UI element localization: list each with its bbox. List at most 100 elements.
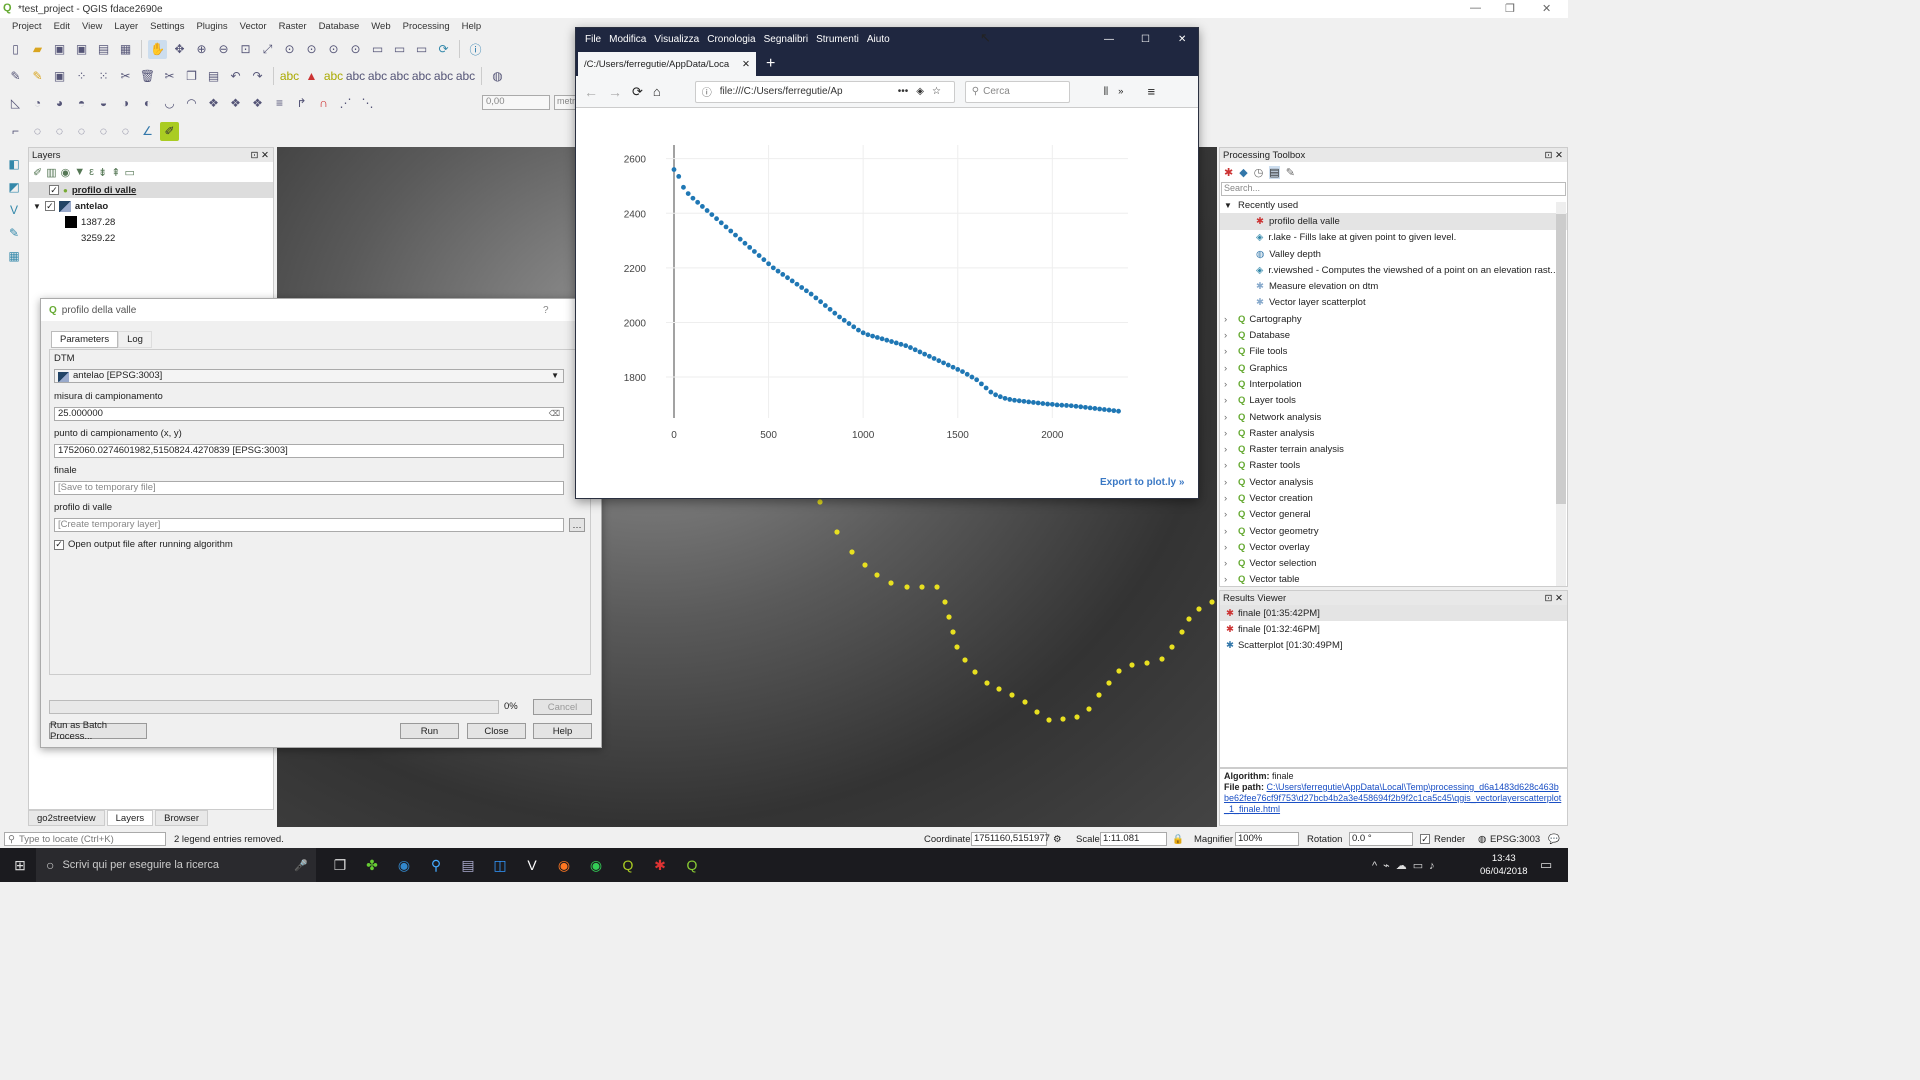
- maximize-icon[interactable]: ❐: [1505, 3, 1515, 15]
- identify-icon[interactable]: ⓘ: [469, 42, 482, 57]
- select-by-value-icon[interactable]: ◌: [55, 124, 64, 138]
- recent-algorithm-item[interactable]: ◍ Valley depth: [1220, 246, 1567, 262]
- data-point[interactable]: [1101, 407, 1107, 412]
- data-point[interactable]: [893, 340, 899, 346]
- zoom-selection-icon[interactable]: ⊙: [284, 42, 295, 56]
- split-parts-icon[interactable]: ❖: [208, 96, 219, 110]
- home-icon[interactable]: ⌂: [652, 84, 661, 99]
- expand-all-icon[interactable]: ⇟: [98, 166, 108, 179]
- elevation-profile-chart[interactable]: 0 500 1000 1500 2000 1800 2000 2200 2400 2600: [576, 110, 1198, 498]
- manage-map-themes-icon[interactable]: ◉: [60, 166, 71, 179]
- overflow-chevron-icon[interactable]: »: [1118, 86, 1124, 97]
- url-bar[interactable]: ⓘ file:///C:/Users/ferregutie/Ap ••• ◈ ☆: [694, 80, 955, 103]
- menu-database[interactable]: Database: [318, 20, 360, 32]
- recent-group[interactable]: ▼ Recently used: [1220, 197, 1567, 213]
- cut-features-icon[interactable]: ✂: [164, 69, 175, 83]
- data-point[interactable]: [808, 291, 814, 297]
- change-label-icon[interactable]: abc: [433, 69, 454, 83]
- data-point[interactable]: [766, 261, 771, 267]
- data-point[interactable]: [1045, 401, 1051, 407]
- scrollbar-thumb[interactable]: [1556, 214, 1566, 504]
- open-project-icon[interactable]: ▰: [32, 42, 43, 56]
- data-point[interactable]: [718, 220, 724, 226]
- browse-output-button[interactable]: …: [569, 518, 585, 532]
- distance-spinbox[interactable]: 0,00: [482, 95, 550, 110]
- data-point[interactable]: [1031, 400, 1036, 405]
- forward-icon[interactable]: →: [608, 83, 622, 100]
- data-point[interactable]: [974, 377, 980, 383]
- data-point[interactable]: [1083, 404, 1088, 410]
- add-ring-icon[interactable]: ◔: [33, 96, 42, 110]
- data-point[interactable]: [941, 360, 946, 366]
- data-point[interactable]: [874, 335, 880, 340]
- tab-log[interactable]: Log: [118, 331, 152, 348]
- bookmark-star-icon[interactable]: ☆: [931, 86, 941, 97]
- data-point[interactable]: [1073, 403, 1079, 409]
- menu-vector[interactable]: Vector: [239, 20, 267, 32]
- data-point[interactable]: [912, 347, 918, 353]
- python-icon[interactable]: ✐: [160, 121, 179, 141]
- vertex-tool-icon[interactable]: ⁙: [98, 69, 109, 83]
- result-item[interactable]: ✱ finale [01:32:46PM]: [1220, 621, 1567, 637]
- browser-menu-file[interactable]: File: [585, 33, 602, 45]
- data-point[interactable]: [728, 228, 734, 234]
- snapping-icon[interactable]: ⋰: [339, 96, 352, 110]
- deselect-icon[interactable]: ◌: [77, 124, 86, 138]
- data-point[interactable]: [1035, 400, 1041, 406]
- results-viewer-icon[interactable]: ▤: [1269, 165, 1280, 179]
- result-item[interactable]: ✱ finale [01:35:42PM]: [1220, 605, 1567, 622]
- lock-icon[interactable]: 🔒: [1172, 833, 1184, 845]
- data-point[interactable]: [742, 240, 748, 246]
- provider-group-item[interactable]: › Q Layer tools: [1220, 393, 1567, 409]
- data-point[interactable]: [983, 385, 989, 391]
- add-raster-layer-icon[interactable]: ◩: [8, 179, 20, 194]
- digitize-icon[interactable]: ◺: [10, 96, 21, 110]
- pan-icon[interactable]: ✋: [148, 39, 167, 59]
- scale-select[interactable]: 1:11.081: [1100, 832, 1167, 846]
- data-point[interactable]: [1116, 408, 1121, 414]
- profilo-output-input[interactable]: [Create temporary layer]: [54, 518, 564, 532]
- rotate-symbols-icon[interactable]: ≡: [275, 96, 283, 110]
- app-red-icon[interactable]: ✱: [654, 856, 666, 873]
- provider-group-item[interactable]: › Q Network analysis: [1220, 409, 1567, 425]
- taskbar-search-box[interactable]: ○ Scrivi qui per eseguire la ricerca 🎤: [36, 848, 316, 882]
- qgis-taskbar-icon[interactable]: Q: [686, 857, 698, 873]
- app-files-icon[interactable]: ▤: [461, 856, 475, 873]
- data-point[interactable]: [804, 288, 809, 294]
- firefox-icon[interactable]: ◉: [557, 856, 571, 873]
- browser-menu-cronologia[interactable]: Cronologia: [707, 33, 756, 45]
- statistics-icon[interactable]: ◌: [121, 124, 130, 138]
- data-point[interactable]: [870, 333, 876, 339]
- data-point[interactable]: [1016, 398, 1022, 404]
- move-label-icon[interactable]: abc: [389, 69, 410, 83]
- data-point[interactable]: [926, 353, 932, 359]
- layer-labeling-icon[interactable]: ▲: [305, 69, 318, 83]
- data-point[interactable]: [676, 173, 682, 179]
- python-scripts-icon[interactable]: ◆: [1239, 166, 1248, 179]
- highlight-labels-icon[interactable]: abc: [367, 69, 388, 83]
- provider-group-item[interactable]: › Q Raster analysis: [1220, 425, 1567, 441]
- maximize-icon[interactable]: ☐: [1141, 33, 1150, 45]
- open-field-calc-icon[interactable]: ◌: [99, 124, 108, 138]
- pocket-icon[interactable]: ◈: [916, 86, 924, 97]
- data-point[interactable]: [964, 371, 970, 377]
- data-point[interactable]: [860, 330, 866, 336]
- filepath-link[interactable]: C:\Users\ferregutie\AppData\Local\Temp\p…: [1224, 782, 1562, 814]
- data-point[interactable]: [1040, 401, 1046, 406]
- notifications-icon[interactable]: ▭: [1540, 857, 1553, 872]
- provider-group-item[interactable]: › Q Vector selection: [1220, 556, 1567, 572]
- dialog-help-mark[interactable]: ?: [543, 304, 549, 316]
- app-editor-icon[interactable]: ◫: [493, 856, 507, 873]
- rotation-input[interactable]: 0.0 °: [1349, 832, 1413, 846]
- data-point[interactable]: [993, 392, 998, 398]
- toggle-editing-icon[interactable]: ✎: [32, 69, 43, 83]
- data-point[interactable]: [945, 362, 951, 368]
- add-group-icon[interactable]: ▥: [46, 166, 57, 179]
- data-point[interactable]: [1026, 399, 1032, 405]
- menu-plugins[interactable]: Plugins: [196, 20, 228, 32]
- recent-algorithm-item[interactable]: ✱ Measure elevation on dtm: [1220, 278, 1567, 294]
- data-point[interactable]: [681, 184, 686, 190]
- data-point[interactable]: [1021, 398, 1027, 404]
- reshape-icon[interactable]: ◐: [143, 96, 152, 110]
- data-point[interactable]: [936, 358, 942, 364]
